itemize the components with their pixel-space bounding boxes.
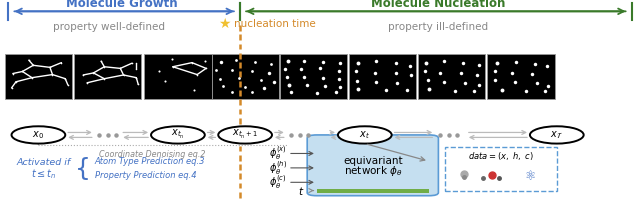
Circle shape (12, 126, 65, 144)
Text: $x_{\mathcal{T}}$: $x_{\mathcal{T}}$ (550, 129, 563, 141)
FancyBboxPatch shape (419, 54, 485, 99)
FancyBboxPatch shape (317, 189, 429, 193)
Circle shape (218, 126, 272, 144)
Text: $\phi_\theta^{(c)}$: $\phi_\theta^{(c)}$ (269, 173, 287, 191)
Text: property ill-defined: property ill-defined (388, 22, 488, 32)
FancyBboxPatch shape (488, 54, 554, 99)
Text: Coordinate Denoising eq.2: Coordinate Denoising eq.2 (99, 150, 205, 159)
Circle shape (151, 126, 205, 144)
Text: Property Prediction eq.4: Property Prediction eq.4 (95, 171, 196, 180)
Text: $x_{t_n}$: $x_{t_n}$ (172, 128, 184, 142)
Circle shape (338, 126, 392, 144)
FancyBboxPatch shape (349, 54, 417, 99)
Text: ★: ★ (218, 17, 230, 31)
FancyBboxPatch shape (145, 54, 211, 99)
Text: ⚛: ⚛ (524, 170, 536, 183)
Text: {: { (76, 157, 91, 180)
Text: $\phi_\theta^{(h)}$: $\phi_\theta^{(h)}$ (269, 159, 287, 177)
Text: $\phi_\theta^{(x)}$: $\phi_\theta^{(x)}$ (269, 145, 287, 162)
FancyBboxPatch shape (280, 54, 347, 99)
FancyBboxPatch shape (211, 54, 279, 99)
Text: $x_t$: $x_t$ (360, 129, 370, 141)
Text: Activated if: Activated if (17, 158, 70, 167)
Text: data$=(x,\ h,\ c)$: data$=(x,\ h,\ c)$ (468, 150, 534, 162)
FancyBboxPatch shape (5, 54, 72, 99)
Text: $x_0$: $x_0$ (33, 129, 44, 141)
Text: nucleation time: nucleation time (234, 19, 316, 29)
Text: property well-defined: property well-defined (53, 22, 165, 32)
FancyBboxPatch shape (445, 147, 557, 191)
FancyBboxPatch shape (307, 135, 438, 196)
Text: network $\phi_\theta$: network $\phi_\theta$ (344, 164, 402, 178)
Text: $x_{t_n+1}$: $x_{t_n+1}$ (232, 128, 258, 142)
Text: Atom Type Prediction eq.3: Atom Type Prediction eq.3 (95, 157, 205, 166)
FancyBboxPatch shape (74, 54, 141, 99)
Text: equivariant: equivariant (343, 156, 403, 166)
Text: Molecule Growth: Molecule Growth (66, 0, 177, 10)
Text: Molecule Nucleation: Molecule Nucleation (371, 0, 506, 10)
Circle shape (530, 126, 584, 144)
Text: $t$: $t$ (298, 185, 304, 197)
Text: $t \leq t_n$: $t \leq t_n$ (31, 167, 56, 181)
